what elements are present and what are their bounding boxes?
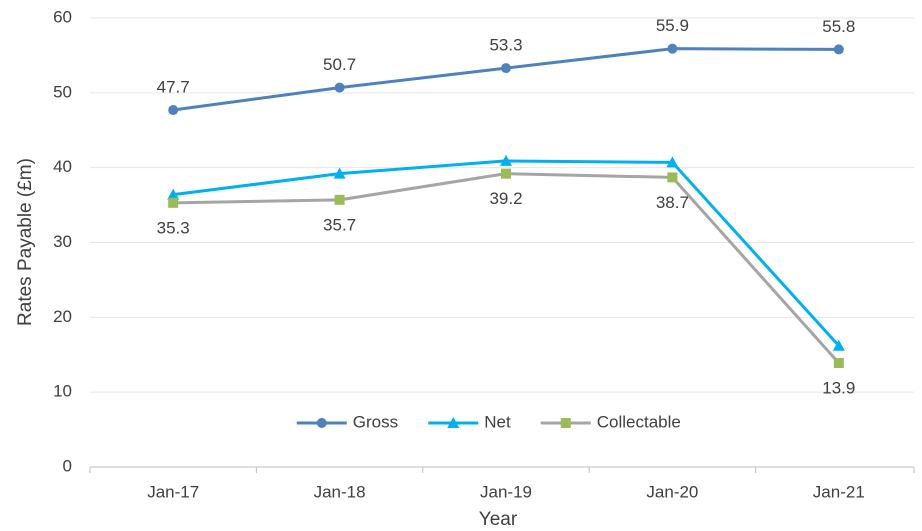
legend-marker — [447, 417, 460, 428]
legend-label: Gross — [353, 412, 398, 431]
legend-label: Collectable — [597, 412, 681, 431]
y-tick-label: 60 — [53, 7, 72, 26]
data-label: 39.2 — [489, 189, 522, 208]
legend-marker — [560, 418, 571, 428]
y-tick-label: 40 — [53, 157, 72, 176]
y-axis-label: Rates Payable (£m) — [15, 158, 36, 326]
legend-marker — [316, 418, 327, 428]
data-point — [168, 197, 179, 208]
y-tick-label: 0 — [63, 456, 72, 475]
y-tick-label: 20 — [53, 307, 72, 326]
data-label: 53.3 — [489, 36, 522, 55]
x-tick-label: Jan-20 — [646, 482, 698, 501]
data-point — [667, 172, 678, 183]
x-axis-label: Year — [479, 509, 518, 530]
y-tick-label: 50 — [53, 82, 72, 101]
data-label: 35.3 — [157, 218, 190, 237]
data-point — [832, 339, 845, 351]
data-point — [501, 63, 511, 74]
data-point — [501, 168, 511, 179]
data-point — [833, 44, 844, 55]
x-tick-label: Jan-18 — [314, 482, 366, 501]
data-point — [334, 194, 345, 205]
data-point — [666, 156, 679, 168]
y-tick-label: 30 — [53, 232, 72, 251]
data-label: 50.7 — [323, 55, 356, 74]
data-point — [333, 167, 346, 179]
series-line — [172, 47, 839, 112]
data-point — [500, 154, 512, 166]
data-point — [334, 82, 345, 93]
data-point — [167, 188, 180, 200]
legend-label: Net — [484, 412, 511, 431]
data-label: 55.9 — [656, 16, 689, 35]
data-label: 55.8 — [822, 17, 855, 36]
data-label: 35.7 — [323, 215, 356, 234]
x-tick-label: Jan-19 — [480, 482, 532, 501]
x-tick-label: Jan-17 — [147, 482, 199, 501]
y-tick-label: 10 — [53, 382, 72, 401]
data-point — [168, 105, 179, 116]
data-label: 13.9 — [822, 378, 855, 397]
data-point — [833, 357, 844, 368]
data-point — [667, 43, 678, 54]
x-tick-label: Jan-21 — [813, 482, 865, 501]
data-label: 47.7 — [157, 78, 190, 97]
data-label: 38.7 — [656, 193, 689, 212]
